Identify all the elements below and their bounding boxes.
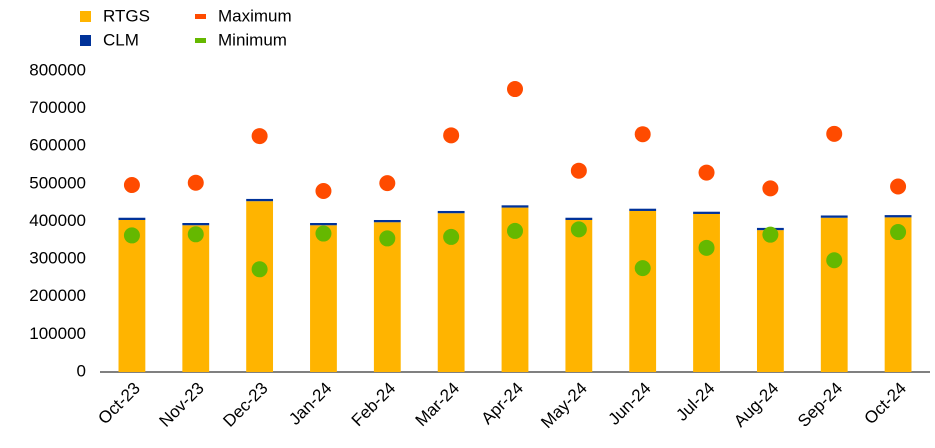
point [762,180,779,197]
bar [629,210,657,372]
legend-label: Minimum [218,30,287,49]
x-tick-label: Nov-23 [156,379,208,431]
legend-label: RTGS [103,6,150,25]
y-tick-label: 0 [77,361,86,380]
y-tick-label: 800000 [29,60,86,79]
point [890,178,907,195]
x-tick-label: May-24 [537,379,591,433]
point [507,222,523,239]
bar [693,211,720,214]
point [698,239,715,256]
point [379,175,396,192]
bar [565,217,593,220]
bar [501,205,529,208]
x-tick-label: Apr-24 [477,379,527,429]
point [251,261,268,278]
bar [246,201,274,372]
bar [629,208,657,211]
x-tick-label: Jan-24 [285,379,335,429]
x-tick-label: Oct-24 [861,379,911,429]
point [826,252,843,269]
x-tick-label: Oct-23 [94,379,144,429]
bar [693,213,720,372]
bar [820,217,848,372]
point [443,228,460,245]
bar [310,225,337,372]
point [826,125,843,142]
y-tick-label: 300000 [29,249,86,268]
point [123,227,140,244]
bar [310,223,337,226]
point [251,128,268,145]
bar [884,215,912,218]
bar [182,223,210,226]
point [315,183,332,200]
x-tick-label: Feb-24 [348,379,400,431]
point [762,226,779,243]
y-tick-label: 100000 [29,324,86,343]
bar [373,222,401,372]
y-tick-label: 500000 [29,173,86,192]
point [379,230,396,247]
point [570,162,587,179]
point [634,126,651,143]
legend-swatch [80,11,91,22]
point [187,174,204,191]
legend-label: Maximum [218,6,292,25]
x-tick-label: Aug-24 [730,379,782,431]
point [315,225,332,242]
point [698,164,715,181]
bar [820,215,848,218]
point [634,260,651,277]
bar [373,219,401,223]
point [443,127,460,144]
legend-swatch [80,35,91,46]
legend-swatch [195,38,206,43]
bar [884,217,912,372]
y-tick-label: 200000 [29,286,86,305]
bar [565,219,593,372]
point [123,177,140,194]
point [507,81,523,98]
point [187,226,204,243]
y-tick-label: 700000 [29,98,86,117]
x-tick-label: Jul-24 [672,379,718,425]
bar [756,230,784,372]
y-tick-label: 400000 [29,211,86,230]
bar [246,198,274,202]
legend-swatch [195,14,206,19]
legend-label: CLM [103,30,139,49]
bar [118,219,146,372]
y-tick-label: 600000 [29,136,86,155]
x-tick-label: Dec-23 [219,379,271,431]
bar [118,217,146,220]
x-tick-label: Mar-24 [412,379,464,431]
x-tick-label: Sep-24 [794,379,846,431]
bar [182,225,210,372]
x-tick-label: Jun-24 [604,379,654,429]
point [890,224,907,241]
point [570,221,587,238]
bar [437,210,465,214]
